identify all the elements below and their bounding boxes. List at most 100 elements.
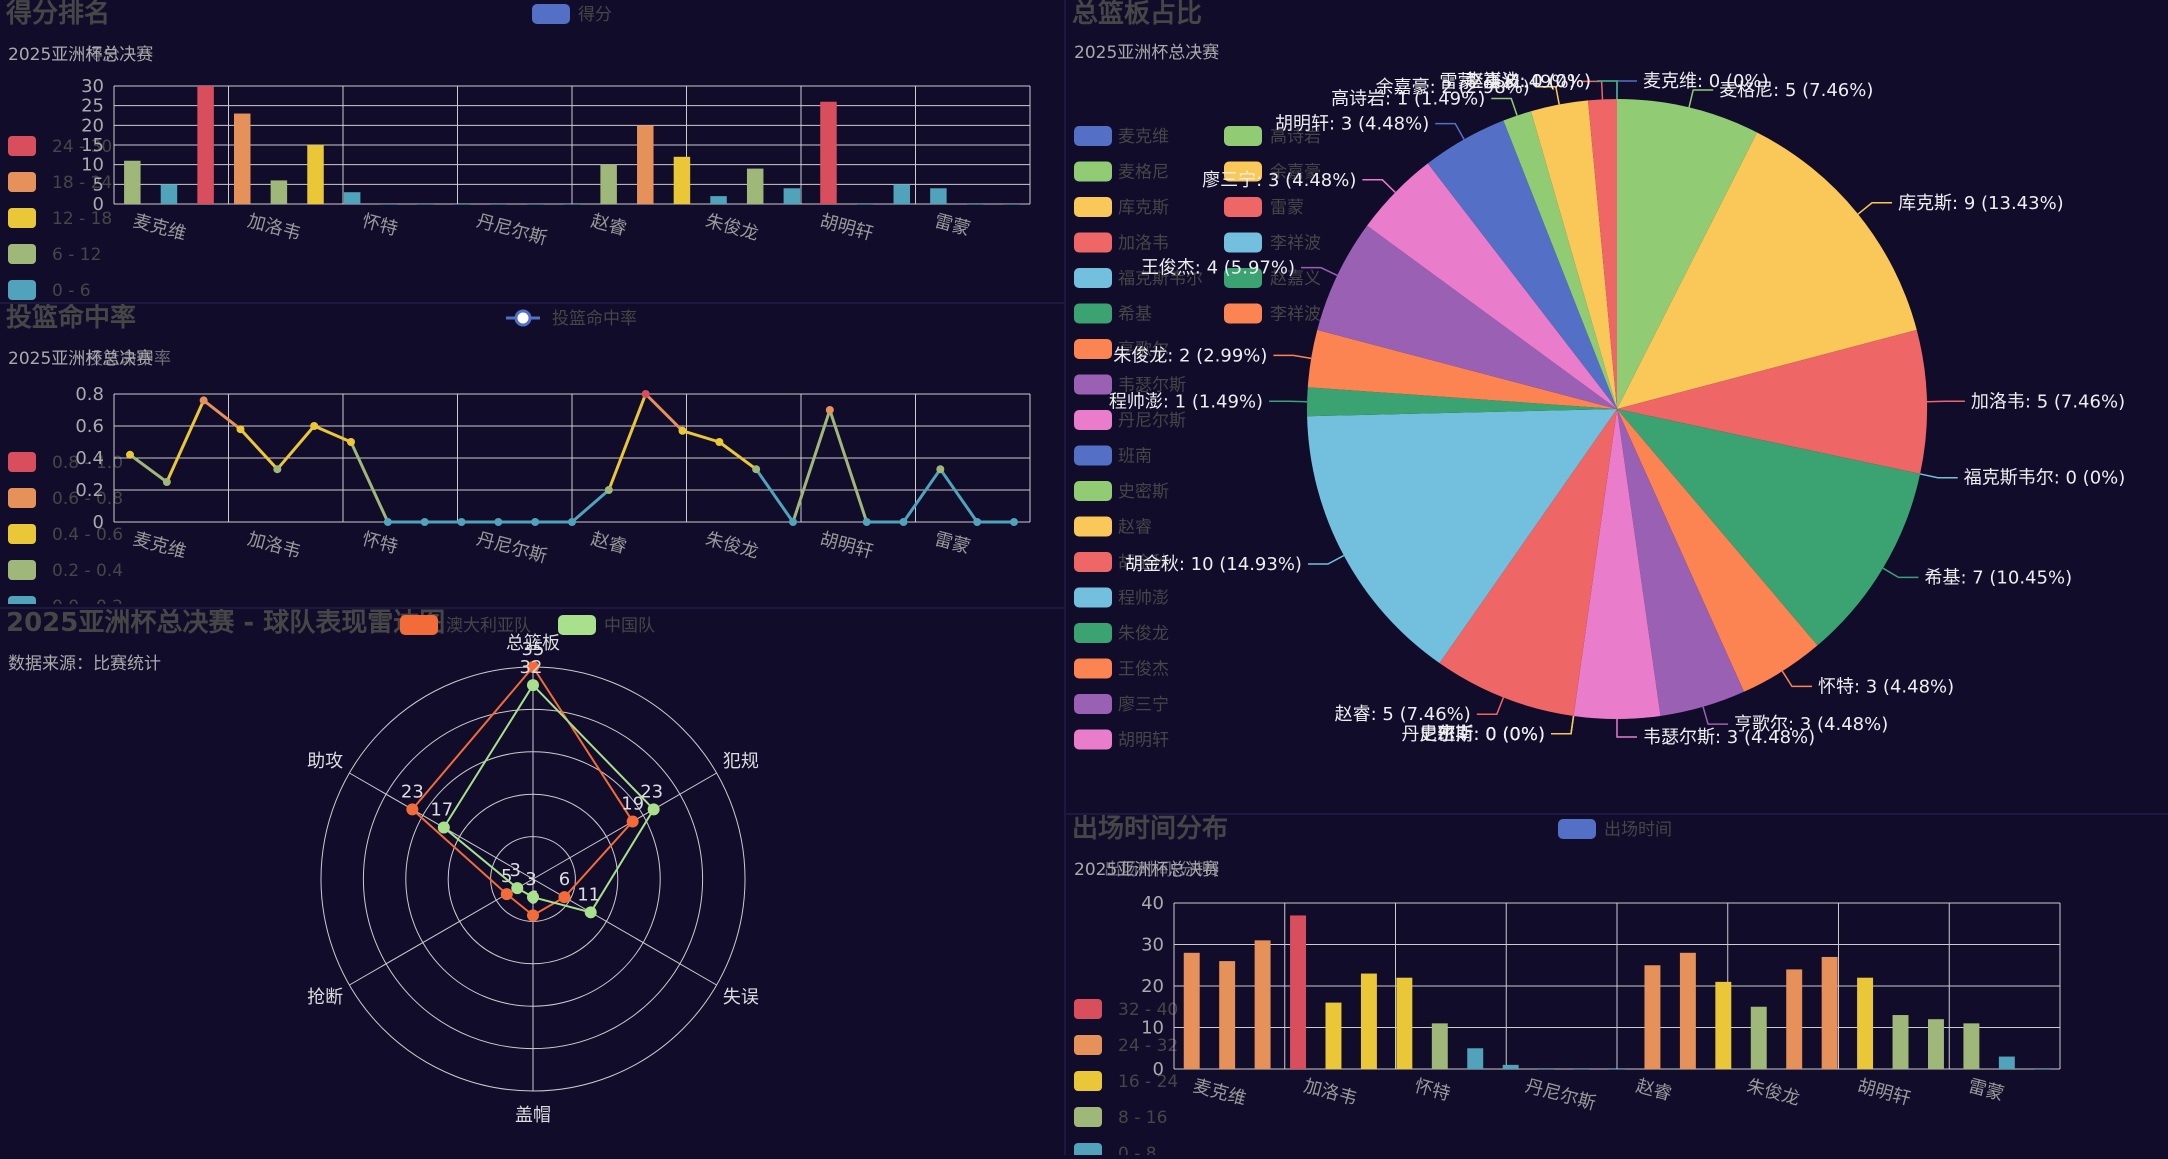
x-tick-label: 丹尼尔斯 bbox=[474, 529, 549, 568]
overlap-series-label: 得分 bbox=[86, 45, 120, 65]
x-tick-label: 加洛韦 bbox=[245, 211, 303, 245]
legend-label: 程帅澎 bbox=[1118, 589, 1169, 609]
line-point bbox=[605, 486, 613, 494]
bar bbox=[344, 192, 360, 204]
x-tick-label: 赵睿 bbox=[589, 211, 629, 241]
series-line-segment bbox=[167, 400, 204, 482]
series-line-segment bbox=[204, 400, 241, 429]
x-tick-label: 朱俊龙 bbox=[1744, 1076, 1802, 1110]
bar bbox=[1219, 961, 1235, 1069]
radar-indicator-label: 失误 bbox=[723, 987, 759, 1008]
radar-indicator-label: 犯规 bbox=[723, 751, 759, 772]
legend-swatch-icon bbox=[400, 615, 438, 635]
pie-slice-label: 程帅澎: 1 (1.49%) bbox=[1109, 391, 1263, 412]
legend-label: 出场时间 bbox=[1604, 820, 1672, 840]
radar-value-label: 17 bbox=[430, 800, 453, 821]
pie-slice-label: 胡金秋: 10 (14.93%) bbox=[1125, 554, 1302, 575]
x-tick-label: 朱俊龙 bbox=[703, 211, 761, 245]
x-tick-label: 麦克维 bbox=[131, 529, 189, 563]
line-point bbox=[310, 422, 318, 430]
bar bbox=[124, 161, 140, 204]
bar bbox=[1503, 1065, 1519, 1069]
line-point bbox=[568, 518, 576, 526]
series-line-segment bbox=[793, 410, 830, 522]
pie-slice-label: 库克斯: 9 (13.43%) bbox=[1898, 193, 2064, 214]
bar bbox=[1290, 915, 1306, 1069]
line-point bbox=[458, 518, 466, 526]
legend-label: 丹尼尔斯 bbox=[1118, 411, 1186, 431]
legend-label: 麦格尼 bbox=[1118, 163, 1169, 183]
radar-indicator-label: 助攻 bbox=[307, 751, 343, 772]
series-line-segment bbox=[830, 410, 867, 522]
pie-label-line bbox=[1858, 203, 1892, 214]
pie-slice-label: 赵嘉义: 0 (0%) bbox=[1465, 71, 1591, 92]
visual-map-swatch-icon bbox=[8, 280, 36, 300]
y-tick-label: 0 bbox=[93, 512, 104, 533]
y-tick-label: 40 bbox=[1141, 893, 1164, 914]
y-tick-label: 0.2 bbox=[75, 480, 104, 501]
overlap-axis-name: 出场时间(分钟) bbox=[1104, 860, 1219, 880]
panel-subtitle: 2025亚洲杯总决赛 bbox=[1074, 42, 1219, 63]
bar bbox=[417, 204, 433, 205]
radar-point bbox=[627, 815, 639, 827]
series-line-segment bbox=[572, 490, 609, 522]
bar bbox=[1680, 953, 1696, 1069]
pie-label-line bbox=[1551, 716, 1574, 734]
legend-dot-icon bbox=[516, 311, 530, 325]
line-point bbox=[752, 465, 760, 473]
visual-map-swatch-icon bbox=[8, 488, 36, 508]
legend-swatch-icon bbox=[1074, 588, 1112, 608]
line-point bbox=[642, 390, 650, 398]
radar-indicator-label: 盖帽 bbox=[515, 1105, 551, 1126]
pie-label-line bbox=[1703, 707, 1728, 724]
radar-point bbox=[501, 888, 513, 900]
legend-label: 得分 bbox=[578, 5, 612, 25]
visual-map-swatch-icon bbox=[1074, 1143, 1102, 1155]
line-point bbox=[421, 518, 429, 526]
y-tick-label: 25 bbox=[81, 96, 104, 117]
legend-label: 史密斯 bbox=[1118, 482, 1169, 502]
pie-slice-label: 胡明轩: 3 (4.48%) bbox=[1275, 114, 1429, 135]
line-point bbox=[237, 425, 245, 433]
bar bbox=[1857, 978, 1873, 1069]
pie-label-line bbox=[1477, 697, 1504, 714]
visual-map-swatch-icon bbox=[8, 208, 36, 228]
y-tick-label: 30 bbox=[81, 76, 104, 97]
y-tick-label: 0.4 bbox=[75, 448, 104, 469]
visual-map-swatch-icon bbox=[1074, 1107, 1102, 1127]
y-tick-label: 20 bbox=[1141, 976, 1164, 997]
pie-label-line bbox=[1273, 355, 1311, 358]
series-line-segment bbox=[940, 469, 977, 522]
x-tick-label: 雷蒙 bbox=[932, 211, 972, 241]
legend-swatch-icon bbox=[1074, 197, 1112, 217]
legend-label: 李祥波 bbox=[1270, 305, 1321, 325]
legend-swatch-icon bbox=[1074, 268, 1112, 288]
legend-swatch-icon bbox=[1224, 197, 1262, 217]
y-tick-label: 20 bbox=[81, 115, 104, 136]
bar bbox=[967, 204, 983, 205]
visual-map-swatch-icon bbox=[8, 136, 36, 156]
bar bbox=[1963, 1023, 1979, 1069]
visual-map-label: 24 - 32 bbox=[1118, 1036, 1178, 1056]
x-tick-label: 麦克维 bbox=[1191, 1076, 1249, 1110]
x-tick-label: 赵睿 bbox=[589, 529, 629, 559]
bar bbox=[1609, 1069, 1625, 1070]
bar bbox=[1751, 1007, 1767, 1069]
line-point bbox=[826, 406, 834, 414]
bar bbox=[1574, 1069, 1590, 1070]
bar bbox=[784, 188, 800, 204]
bar bbox=[894, 184, 910, 204]
series-line-segment bbox=[683, 431, 720, 442]
legend-swatch-icon bbox=[1074, 126, 1112, 146]
bar bbox=[307, 145, 323, 204]
line-point bbox=[347, 438, 355, 446]
bar bbox=[1538, 1069, 1554, 1070]
bar bbox=[1644, 965, 1660, 1069]
radar-point bbox=[648, 803, 660, 815]
pie-label-line bbox=[1617, 719, 1637, 737]
y-tick-label: 10 bbox=[81, 155, 104, 176]
x-tick-label: 胡明轩 bbox=[1855, 1076, 1913, 1110]
bar bbox=[381, 204, 397, 205]
